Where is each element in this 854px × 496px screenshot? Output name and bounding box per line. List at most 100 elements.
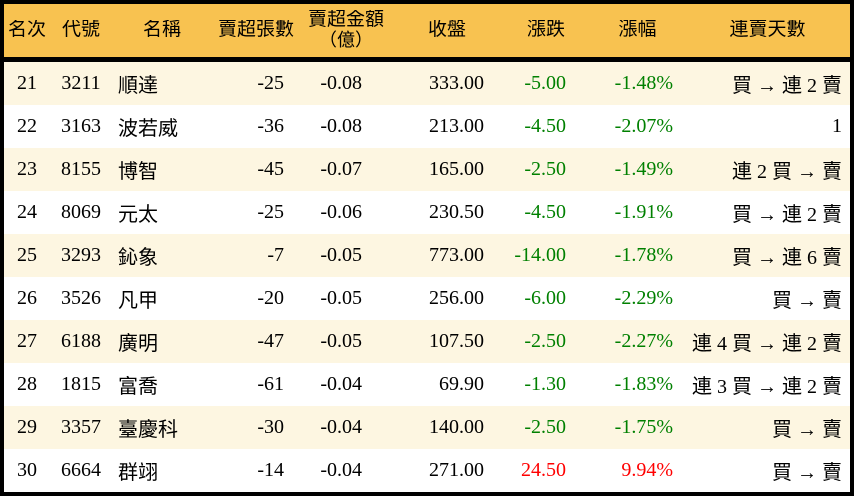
header-streak: 連賣天數 bbox=[729, 20, 806, 41]
header-sell-amount: 賣超金額 （億） bbox=[300, 10, 392, 51]
cell-sell-volume: -36 bbox=[257, 115, 284, 137]
table-header: 名次 代號 名稱 賣超張數 賣超金額 （億） 收盤 漲跌 漲幅 連賣天數 bbox=[4, 4, 850, 62]
cell-change-pct: -1.83% bbox=[614, 373, 673, 395]
cell-close-price: 773.00 bbox=[429, 244, 484, 266]
cell-sell-amount: -0.04 bbox=[320, 416, 362, 438]
table-body: 21 3211 順達 -25 -0.08 333.00 -5.00 -1.48%… bbox=[4, 62, 850, 492]
cell-change: 24.50 bbox=[521, 459, 566, 481]
cell-rank: 21 bbox=[17, 72, 37, 94]
cell-close-price: 107.50 bbox=[429, 330, 484, 352]
header-sell-volume: 賣超張數 bbox=[217, 20, 294, 41]
cell-stock-code: 6664 bbox=[61, 459, 101, 481]
cell-sell-amount: -0.05 bbox=[320, 330, 362, 352]
cell-stock-name: 富喬 bbox=[118, 376, 158, 398]
cell-stock-name: 波若威 bbox=[118, 118, 178, 140]
cell-stock-name: 凡甲 bbox=[118, 290, 158, 312]
cell-change: -4.50 bbox=[524, 115, 566, 137]
cell-streak: 連 2 買 → 賣 bbox=[732, 161, 842, 183]
cell-streak: 買 → 賣 bbox=[772, 462, 842, 484]
cell-stock-name: 博智 bbox=[118, 161, 158, 183]
cell-stock-code: 8155 bbox=[61, 158, 101, 180]
cell-close-price: 140.00 bbox=[429, 416, 484, 438]
cell-stock-name: 廣明 bbox=[118, 333, 158, 355]
table-row: 29 3357 臺慶科 -30 -0.04 140.00 -2.50 -1.75… bbox=[4, 406, 850, 449]
cell-stock-name: 鈊象 bbox=[118, 247, 158, 269]
cell-sell-volume: -7 bbox=[267, 244, 284, 266]
cell-stock-code: 3293 bbox=[61, 244, 101, 266]
header-rank: 名次 bbox=[7, 20, 46, 41]
cell-stock-name: 元太 bbox=[118, 204, 158, 226]
cell-change: -1.30 bbox=[524, 373, 566, 395]
header-change: 漲跌 bbox=[526, 20, 565, 41]
cell-change: -14.00 bbox=[514, 244, 566, 266]
cell-streak: 買 → 連 2 賣 bbox=[732, 204, 842, 226]
table-row: 23 8155 博智 -45 -0.07 165.00 -2.50 -1.49%… bbox=[4, 148, 850, 191]
cell-change: -2.50 bbox=[524, 330, 566, 352]
cell-streak: 買 → 連 2 賣 bbox=[732, 75, 842, 97]
cell-stock-code: 6188 bbox=[61, 330, 101, 352]
cell-sell-volume: -25 bbox=[257, 72, 284, 94]
cell-rank: 28 bbox=[17, 373, 37, 395]
cell-sell-amount: -0.05 bbox=[320, 244, 362, 266]
cell-stock-code: 8069 bbox=[61, 201, 101, 223]
cell-change: -4.50 bbox=[524, 201, 566, 223]
cell-rank: 24 bbox=[17, 201, 37, 223]
cell-close-price: 165.00 bbox=[429, 158, 484, 180]
cell-stock-code: 1815 bbox=[61, 373, 101, 395]
cell-streak: 1 bbox=[832, 115, 842, 137]
cell-change-pct: -1.49% bbox=[614, 158, 673, 180]
cell-change: -2.50 bbox=[524, 416, 566, 438]
cell-sell-amount: -0.07 bbox=[320, 158, 362, 180]
cell-change-pct: -2.07% bbox=[614, 115, 673, 137]
cell-streak: 買 → 賣 bbox=[772, 419, 842, 441]
cell-stock-name: 順達 bbox=[118, 75, 158, 97]
cell-close-price: 213.00 bbox=[429, 115, 484, 137]
cell-rank: 22 bbox=[17, 115, 37, 137]
cell-sell-amount: -0.05 bbox=[320, 287, 362, 309]
cell-change: -5.00 bbox=[524, 72, 566, 94]
cell-sell-volume: -61 bbox=[257, 373, 284, 395]
table-row: 28 1815 富喬 -61 -0.04 69.90 -1.30 -1.83% … bbox=[4, 363, 850, 406]
cell-change-pct: -1.48% bbox=[614, 72, 673, 94]
cell-sell-amount: -0.04 bbox=[320, 373, 362, 395]
cell-sell-amount: -0.06 bbox=[320, 201, 362, 223]
cell-change: -6.00 bbox=[524, 287, 566, 309]
table-row: 22 3163 波若威 -36 -0.08 213.00 -4.50 -2.07… bbox=[4, 105, 850, 148]
cell-stock-code: 3211 bbox=[61, 72, 101, 94]
header-close: 收盤 bbox=[427, 20, 466, 41]
cell-streak: 連 3 買 → 連 2 賣 bbox=[692, 376, 842, 398]
cell-sell-volume: -25 bbox=[257, 201, 284, 223]
cell-close-price: 256.00 bbox=[429, 287, 484, 309]
cell-streak: 買 → 連 6 賣 bbox=[732, 247, 842, 269]
cell-sell-amount: -0.08 bbox=[320, 115, 362, 137]
cell-sell-volume: -20 bbox=[257, 287, 284, 309]
cell-streak: 買 → 賣 bbox=[772, 290, 842, 312]
cell-stock-code: 3526 bbox=[61, 287, 101, 309]
cell-change-pct: -1.91% bbox=[614, 201, 673, 223]
table-row: 27 6188 廣明 -47 -0.05 107.50 -2.50 -2.27%… bbox=[4, 320, 850, 363]
cell-close-price: 271.00 bbox=[429, 459, 484, 481]
cell-change-pct: -1.75% bbox=[614, 416, 673, 438]
table-row: 24 8069 元太 -25 -0.06 230.50 -4.50 -1.91%… bbox=[4, 191, 850, 234]
cell-sell-volume: -45 bbox=[257, 158, 284, 180]
header-sell-amount-line1: 賣超金額 bbox=[307, 10, 384, 31]
table-row: 25 3293 鈊象 -7 -0.05 773.00 -14.00 -1.78%… bbox=[4, 234, 850, 277]
cell-streak: 連 4 買 → 連 2 賣 bbox=[692, 333, 842, 355]
cell-close-price: 69.90 bbox=[439, 373, 484, 395]
cell-rank: 25 bbox=[17, 244, 37, 266]
header-name: 名稱 bbox=[142, 20, 181, 41]
cell-close-price: 333.00 bbox=[429, 72, 484, 94]
cell-rank: 29 bbox=[17, 416, 37, 438]
header-change-pct: 漲幅 bbox=[618, 20, 657, 41]
table-row: 26 3526 凡甲 -20 -0.05 256.00 -6.00 -2.29%… bbox=[4, 277, 850, 320]
cell-rank: 23 bbox=[17, 158, 37, 180]
cell-sell-volume: -14 bbox=[257, 459, 284, 481]
cell-rank: 26 bbox=[17, 287, 37, 309]
cell-change-pct: -2.27% bbox=[614, 330, 673, 352]
cell-close-price: 230.50 bbox=[429, 201, 484, 223]
cell-rank: 27 bbox=[17, 330, 37, 352]
cell-stock-code: 3357 bbox=[61, 416, 101, 438]
header-code: 代號 bbox=[61, 20, 100, 41]
cell-change-pct: 9.94% bbox=[621, 459, 673, 481]
